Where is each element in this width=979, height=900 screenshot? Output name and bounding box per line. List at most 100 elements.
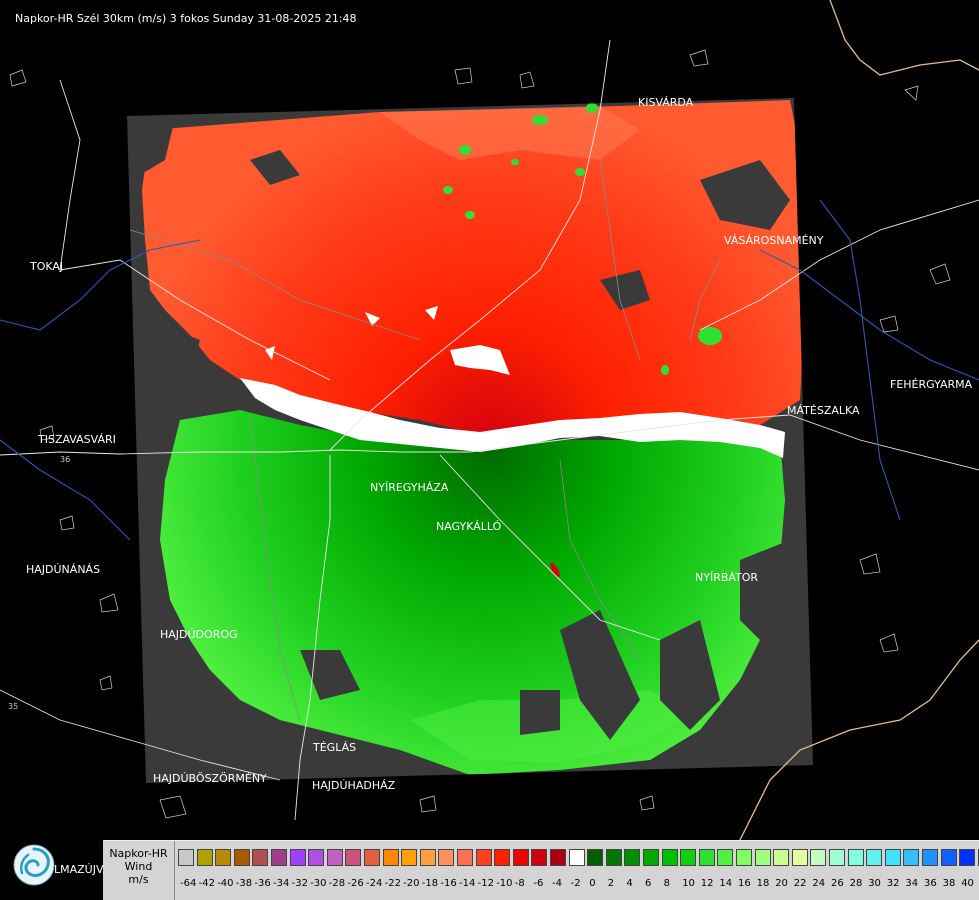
legend-tick-label: -24 xyxy=(366,878,383,889)
city-label-hajduhadhaz: HAJDÚHADHÁZ xyxy=(312,779,396,792)
city-label-tokaj: TOKAJ xyxy=(30,260,64,273)
legend-product: Wind xyxy=(124,860,153,873)
legend-swatch xyxy=(661,849,678,866)
zero-velocity-band xyxy=(240,378,785,458)
green-cells xyxy=(443,103,722,375)
legend-source: Napkor-HR xyxy=(109,847,168,860)
roads xyxy=(0,39,979,821)
legend-tick-label: 26 xyxy=(831,878,844,889)
legend-swatch xyxy=(364,849,380,866)
legend-tick-label: 32 xyxy=(886,878,900,889)
legend-swatch xyxy=(271,849,287,866)
admin-boundaries xyxy=(129,159,721,721)
legend-tick-label: 36 xyxy=(924,878,937,889)
legend-label: Napkor-HR Wind m/s xyxy=(103,841,175,900)
legend-tick-label: -2 xyxy=(570,878,581,889)
legend-tick-label: 12 xyxy=(700,878,714,889)
legend-tick-label: 16 xyxy=(738,878,751,889)
legend-tick-label: 28 xyxy=(849,878,863,889)
legend-swatch xyxy=(587,849,604,866)
country-border xyxy=(719,0,979,900)
legend-swatch xyxy=(698,849,715,866)
legend-swatch xyxy=(401,849,418,866)
legend-tick-label: -26 xyxy=(347,878,364,889)
legend-swatch xyxy=(680,849,697,866)
legend-tick-label: -10 xyxy=(496,878,513,889)
legend-unit: m/s xyxy=(128,873,149,886)
legend-swatch xyxy=(959,849,976,866)
city-label-kisvarda: KISVÁRDA xyxy=(638,96,694,109)
city-label-vasarosnameny: VÁSÁROSNAMÉNY xyxy=(724,234,824,247)
legend-swatch xyxy=(419,849,436,866)
city-label-mateszalka: MÁTÉSZALKA xyxy=(787,404,860,417)
legend-swatch xyxy=(884,849,901,866)
legend-tick-label: 8 xyxy=(663,878,670,889)
legend-tick-label: -14 xyxy=(459,878,476,889)
legend-tick-label: 2 xyxy=(607,878,615,889)
legend-swatch xyxy=(773,849,790,866)
legend-swatch xyxy=(847,849,864,866)
city-label-hajduboszormeny: HAJDÚBÖSZÖRMÉNY xyxy=(153,772,267,785)
legend-swatch xyxy=(196,849,213,866)
road-number-36: 36 xyxy=(60,455,71,464)
city-label-hajdunanas: HAJDÚNÁNÁS xyxy=(26,563,101,576)
legend-tick-label: -20 xyxy=(403,878,420,889)
legend-tick-label: -30 xyxy=(310,878,327,889)
legend-tick-label: -28 xyxy=(328,878,346,889)
city-label-tiszavasvari: TISZAVASVÁRI xyxy=(38,433,116,446)
legend-tick-label: 20 xyxy=(775,878,788,889)
legend-swatch xyxy=(178,849,194,866)
legend-tick-label: 4 xyxy=(626,878,633,889)
legend-tick-label: -4 xyxy=(552,878,562,889)
legend-swatch xyxy=(568,849,585,866)
legend-tick-label: 34 xyxy=(905,878,919,889)
legend-swatch xyxy=(903,849,920,866)
legend-swatch xyxy=(326,849,343,866)
legend-swatch xyxy=(977,849,979,866)
legend-swatch xyxy=(531,849,548,866)
legend-swatch xyxy=(605,849,622,866)
legend-tick-label: 22 xyxy=(793,878,807,889)
outbound-echo-far xyxy=(380,106,640,160)
city-label-fehergyarmat: FEHÉRGYARMA xyxy=(890,378,973,391)
legend-swatch xyxy=(345,849,362,866)
legend-swatch xyxy=(624,849,641,866)
outbound-echo-area xyxy=(142,100,805,435)
legend-tick-label: 18 xyxy=(756,878,770,889)
legend-tick-label: -42 xyxy=(198,878,215,889)
legend-swatch xyxy=(252,849,269,866)
city-label-teglas: TÉGLÁS xyxy=(313,741,357,754)
city-label-nyirbator: NYÍRBÁTOR xyxy=(695,571,759,584)
legend-tick-label: -36 xyxy=(254,878,271,889)
legend-tick-label: -6 xyxy=(533,878,544,889)
legend-tick-label: 14 xyxy=(719,878,733,889)
settlement-outlines xyxy=(9,49,951,819)
napkor-swirl-icon xyxy=(13,844,55,886)
legend-swatch xyxy=(457,849,473,866)
city-label-nyiregyhaza: NYÍREGYHÁZA xyxy=(370,481,449,494)
city-label-hajdudorog: HAJDÚDOROG xyxy=(160,628,238,641)
legend-tick-label: -8 xyxy=(514,878,525,889)
no-echo-pockets xyxy=(130,118,800,780)
legend-tick-label: 10 xyxy=(682,878,695,889)
legend-swatch xyxy=(438,849,455,866)
legend-swatch xyxy=(512,849,529,866)
city-label-nagykallo: NAGYKÁLLÓ xyxy=(436,520,502,533)
legend-tick-label: -38 xyxy=(235,878,253,889)
road-number-35: 35 xyxy=(8,702,19,711)
legend-swatch xyxy=(233,849,250,866)
legend-swatch xyxy=(791,849,808,866)
legend-swatch xyxy=(922,849,938,866)
map-title: Napkor-HR Szél 30km (m/s) 3 fokos Sunday… xyxy=(15,12,357,25)
legend-swatch xyxy=(382,849,399,866)
legend-tick-label: -18 xyxy=(421,878,439,889)
legend-tick-label: 0 xyxy=(589,878,596,889)
legend-tick-label: 30 xyxy=(868,878,881,889)
legend-tick-label: -12 xyxy=(477,878,494,889)
legend-swatch xyxy=(736,849,752,866)
city-label-partial: LMAZÚJVÁR xyxy=(54,863,118,876)
legend-swatch xyxy=(866,849,883,866)
legend-swatch xyxy=(550,849,566,866)
